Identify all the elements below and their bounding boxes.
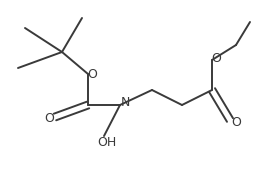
Text: O: O: [231, 115, 241, 128]
Text: O: O: [211, 52, 221, 65]
Text: OH: OH: [97, 135, 117, 148]
Text: O: O: [87, 68, 97, 81]
Text: O: O: [44, 111, 54, 124]
Text: N: N: [120, 96, 130, 109]
